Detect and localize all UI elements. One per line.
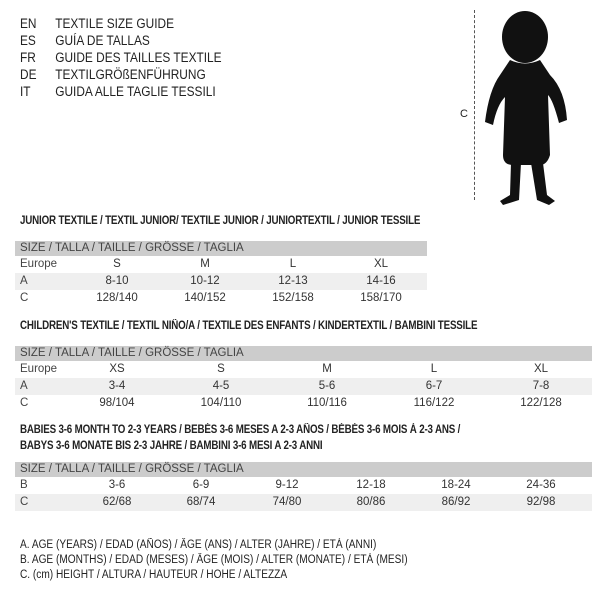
babies-title-line1: BABIES 3-6 MONTH TO 2-3 YEARS / BEBÉS 3-… [20, 424, 461, 436]
baby-silhouette-icon [485, 11, 567, 205]
lang-title: TEXTILGRÖßENFÜHRUNG [55, 67, 206, 82]
table-row: B 3-6 6-9 9-12 12-18 18-24 24-36 [15, 477, 592, 494]
junior-title: JUNIOR TEXTILE / TEXTIL JUNIOR/ TEXTILE … [20, 215, 421, 227]
table-row: Europe XS S M L XL [15, 361, 592, 378]
measure-label: C [460, 108, 468, 120]
cell: 92/98 [526, 496, 556, 508]
cell: XL [533, 363, 549, 375]
cell: 116/122 [413, 397, 455, 409]
lang-title: GUIDA ALLE TAGLIE TESSILI [55, 84, 216, 99]
cell: 8-10 [105, 275, 129, 287]
row-label: C [20, 292, 29, 304]
lang-code: DE [20, 67, 37, 82]
table-row: A 3-4 4-5 5-6 6-7 7-8 [15, 378, 592, 395]
cell: M [322, 363, 332, 375]
cell: 10-12 [190, 275, 220, 287]
cell: S [113, 258, 121, 270]
cell: 68/74 [186, 496, 216, 508]
table-row: A 8-10 10-12 12-13 14-16 [15, 273, 427, 290]
table-header: SIZE / TALLA / TAILLE / GRÖSSE / TAGLIA [15, 346, 592, 361]
row-label: Europe [20, 258, 58, 270]
cell: 110/116 [307, 397, 347, 409]
lang-title: TEXTILE SIZE GUIDE [55, 16, 175, 31]
row-label: B [20, 479, 28, 491]
cell: 5-6 [318, 380, 336, 392]
cell: 140/152 [184, 292, 226, 304]
cell: 104/110 [200, 397, 242, 409]
row-label: A [20, 380, 28, 392]
children-title: CHILDREN'S TEXTILE / TEXTIL NIÑO/A / TEX… [20, 320, 478, 332]
cell: 6-7 [425, 380, 443, 392]
cell: 7-8 [532, 380, 550, 392]
row-label: C [20, 397, 29, 409]
cell: 24-36 [526, 479, 556, 491]
cell: M [200, 258, 210, 270]
lang-title: GUÍA DE TALLAS [55, 33, 150, 48]
measure-line [474, 10, 475, 200]
junior-size-table: SIZE / TALLA / TAILLE / GRÖSSE / TAGLIA … [15, 241, 427, 307]
cell: L [430, 363, 438, 375]
cell: 3-4 [108, 380, 126, 392]
table-row: C 98/104 104/110 110/116 116/122 122/128 [15, 395, 592, 412]
cell: 18-24 [441, 479, 471, 491]
lang-code: ES [20, 33, 36, 48]
cell: 80/86 [356, 496, 386, 508]
cell: 86/92 [441, 496, 471, 508]
table-header: SIZE / TALLA / TAILLE / GRÖSSE / TAGLIA [15, 462, 592, 477]
table-header: SIZE / TALLA / TAILLE / GRÖSSE / TAGLIA [15, 241, 427, 256]
cell: 128/140 [96, 292, 138, 304]
row-label: Europe [20, 363, 58, 375]
row-label: A [20, 275, 28, 287]
cell: 14-16 [366, 275, 396, 287]
babies-size-table: SIZE / TALLA / TAILLE / GRÖSSE / TAGLIA … [15, 462, 592, 511]
lang-title: GUIDE DES TAILLES TEXTILE [55, 50, 222, 65]
cell: 122/128 [520, 397, 562, 409]
table-row: Europe S M L XL [15, 256, 427, 273]
legend-c: C. (cm) HEIGHT / ALTURA / HAUTEUR / HÖHE… [20, 569, 288, 581]
cell: XS [109, 363, 125, 375]
cell: 3-6 [108, 479, 126, 491]
cell: 74/80 [272, 496, 302, 508]
lang-code: FR [20, 50, 36, 65]
legend-b: B. AGE (MONTHS) / EDAD (MESES) / ÂGE (MO… [20, 554, 408, 566]
cell: 4-5 [212, 380, 230, 392]
table-row: C 62/68 68/74 74/80 80/86 86/92 92/98 [15, 494, 592, 511]
babies-title-line2: BABYS 3-6 MONATE BIS 2-3 JAHRE / BAMBINI… [20, 440, 323, 452]
children-size-table: SIZE / TALLA / TAILLE / GRÖSSE / TAGLIA … [15, 346, 592, 412]
cell: 12-18 [356, 479, 386, 491]
legend-a: A. AGE (YEARS) / EDAD (AÑOS) / ÂGE (ANS)… [20, 539, 377, 551]
cell: 62/68 [102, 496, 132, 508]
lang-code: IT [20, 84, 31, 99]
cell: XL [373, 258, 389, 270]
cell: 12-13 [278, 275, 308, 287]
cell: 158/170 [360, 292, 402, 304]
cell: 98/104 [99, 397, 135, 409]
cell: 9-12 [275, 479, 299, 491]
cell: S [217, 363, 225, 375]
cell: L [289, 258, 297, 270]
height-figure: C [455, 5, 595, 210]
lang-code: EN [20, 16, 37, 31]
cell: 152/158 [272, 292, 314, 304]
table-row: C 128/140 140/152 152/158 158/170 [15, 290, 427, 307]
cell: 6-9 [192, 479, 210, 491]
row-label: C [20, 496, 29, 508]
